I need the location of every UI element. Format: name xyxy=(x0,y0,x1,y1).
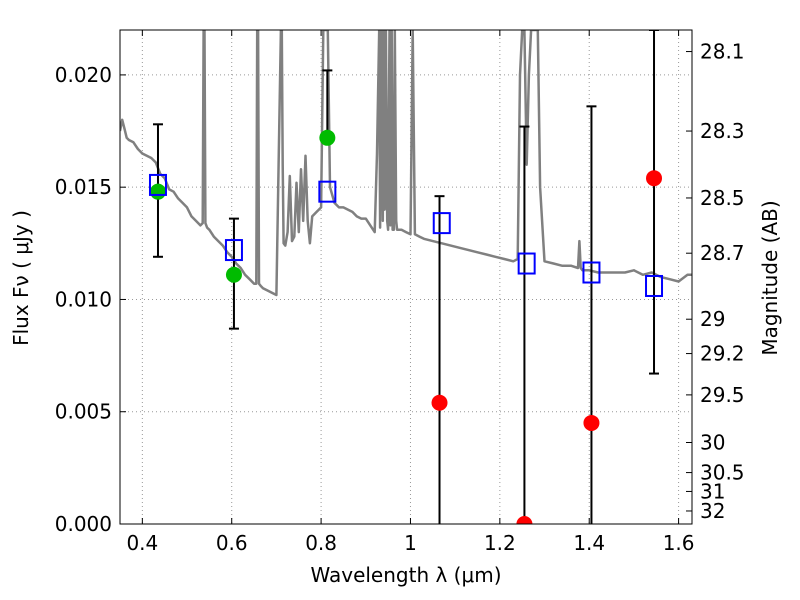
nondetection-point xyxy=(431,394,448,411)
model-band-flux-marker xyxy=(318,180,337,203)
x-tick-label: 1.6 xyxy=(663,531,695,555)
model-band-flux-marker xyxy=(517,252,536,275)
model-sed-line xyxy=(120,30,692,297)
model-band-flux-marker xyxy=(645,274,664,297)
x-tick-label: 0.8 xyxy=(305,531,337,555)
right-tick-label: 28.1 xyxy=(700,40,745,64)
right-tick-label: 29 xyxy=(700,307,725,331)
y-tick-label: 0.010 xyxy=(55,287,112,311)
y-axis-label: Flux Fν ( μJy ) xyxy=(9,210,33,346)
model-band-flux-marker xyxy=(432,212,451,235)
right-tick-label: 29.5 xyxy=(700,383,745,407)
detection-point xyxy=(319,129,336,146)
y-tick-label: 0.015 xyxy=(55,175,112,199)
right-tick-label: 30 xyxy=(700,430,725,454)
x-tick-label: 1.2 xyxy=(484,531,516,555)
detection-point xyxy=(225,266,242,283)
axes-border xyxy=(119,29,693,525)
right-tick-label: 28.5 xyxy=(700,186,745,210)
right-tick-label: 28.7 xyxy=(700,241,745,265)
y-tick-label: 0.005 xyxy=(55,400,112,424)
x-tick-label: 1.4 xyxy=(573,531,605,555)
detection-point xyxy=(149,183,166,200)
x-tick-label: 1 xyxy=(404,531,417,555)
x-tick-label: 0.6 xyxy=(216,531,248,555)
y-tick-label: 0.020 xyxy=(55,63,112,87)
right-tick-label: 28.3 xyxy=(700,119,745,143)
nondetection-point xyxy=(583,414,600,431)
axes-frame xyxy=(119,29,693,525)
right-tick-label: 30.5 xyxy=(700,461,745,485)
x-tick-label: 0.4 xyxy=(126,531,158,555)
right-tick-label: 31 xyxy=(700,479,725,503)
nondetection-point xyxy=(516,516,533,524)
plot-area xyxy=(120,30,692,524)
y-axis-right-label: Magnitude (AB) xyxy=(758,200,782,355)
x-axis-label: Wavelength λ (μm) xyxy=(310,563,501,587)
model-band-flux-marker xyxy=(582,261,601,284)
right-tick-label: 29.2 xyxy=(700,342,745,366)
nondetection-point xyxy=(646,170,663,187)
y-tick-label: 0.000 xyxy=(55,512,112,536)
model-band-flux-marker xyxy=(148,173,167,196)
model-band-flux-marker xyxy=(224,239,243,262)
right-tick-label: 32 xyxy=(700,499,725,523)
axis-ticks: 0.4 0.6 0.8 1 1.2 1.4 1.6 0.000 0.005 0.010 0.015 0… xyxy=(55,30,745,555)
